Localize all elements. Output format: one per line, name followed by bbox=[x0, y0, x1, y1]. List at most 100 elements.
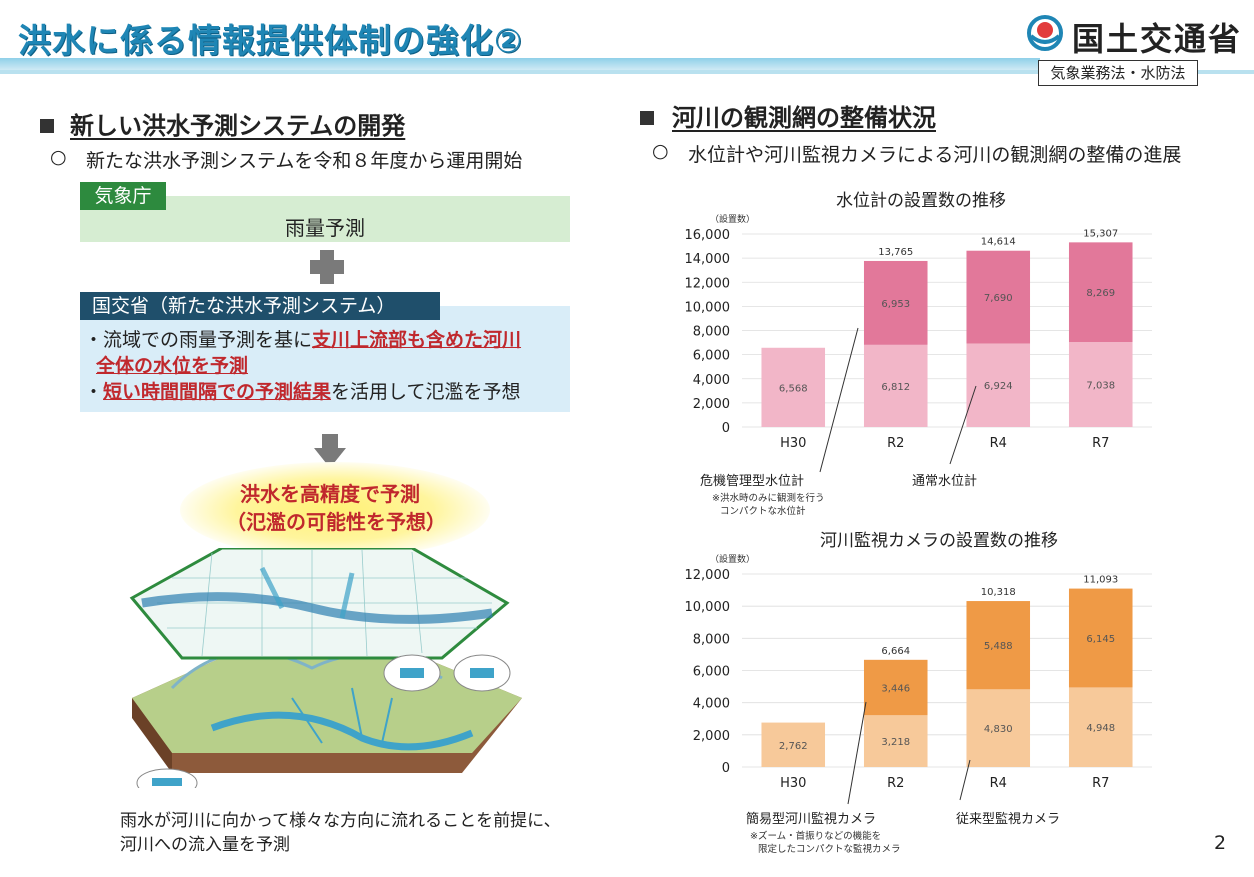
chart1-data-label: 8,269 bbox=[1086, 288, 1115, 299]
chart2-bar-R7-1 bbox=[1068, 588, 1133, 688]
chart2-ytick: 4,000 bbox=[693, 697, 730, 712]
mlit-panel bbox=[80, 306, 570, 412]
chart1-xtick: H30 bbox=[780, 436, 806, 451]
chart2-ytick: 0 bbox=[722, 761, 730, 776]
illustration-caption-line-2: 河川への流入量を予測 bbox=[120, 835, 290, 855]
chart1-annotation-right: 通常水位計 bbox=[912, 474, 978, 489]
chart2-data-label: 2,762 bbox=[779, 741, 808, 752]
chart1-total-label: 13,765 bbox=[878, 247, 913, 258]
plus-icon-bar bbox=[310, 260, 344, 274]
chart1-bar-H30-0 bbox=[761, 347, 826, 427]
chart1-data-label: 7,690 bbox=[984, 293, 1013, 304]
chart2-ytick: 2,000 bbox=[693, 729, 730, 744]
chart2-data-label: 5,488 bbox=[984, 641, 1013, 652]
mlit-line-3-prefix: ・ bbox=[84, 381, 104, 403]
chart1-data-label: 6,812 bbox=[881, 382, 910, 393]
chart1-total-label: 15,307 bbox=[1083, 228, 1118, 239]
chart1-bar-R2-0 bbox=[863, 344, 928, 427]
page-number: 2 bbox=[1214, 832, 1227, 854]
chart1-bar-R7-1 bbox=[1068, 242, 1133, 343]
chart2-total-label: 11,093 bbox=[1083, 575, 1118, 586]
chart1-data-label: 6,568 bbox=[779, 383, 808, 394]
chart2-ytick: 8,000 bbox=[693, 632, 730, 647]
chart2-bar-R2-1 bbox=[863, 659, 928, 716]
chart1-xtick: R4 bbox=[990, 436, 1007, 451]
page-title: 洪水に係る情報提供体制の強化② bbox=[18, 21, 523, 60]
result-highlight bbox=[180, 462, 490, 558]
jma-label: 気象庁 bbox=[80, 182, 166, 210]
mlit-line-2-emphasis: 全体の水位を予測 bbox=[96, 355, 249, 377]
chart2-note-2: 限定したコンパクトな監視カメラ bbox=[758, 844, 901, 855]
chart2-bar-R7-0 bbox=[1068, 687, 1133, 767]
chart2-bar-H30-0 bbox=[761, 722, 826, 767]
chart1-bar-R4-1 bbox=[966, 250, 1031, 344]
mlit-logo-icon bbox=[1027, 15, 1063, 51]
illustration-caption-line-1: 雨水が河川に向かって様々な方向に流れることを前提に、 bbox=[120, 811, 561, 831]
left-section-title: 新しい洪水予測システムの開発 bbox=[70, 112, 406, 140]
section-bullet-square bbox=[40, 119, 54, 133]
chart2-total-label: 10,318 bbox=[981, 587, 1016, 598]
mlit-line-1: ・流域での雨量予測を基に支川上流部も含めた河川 bbox=[84, 326, 521, 354]
mlit-line-3-emphasis: 短い時間間隔での予測結果 bbox=[103, 381, 332, 403]
right-subtitle: 水位計や河川監視カメラによる河川の観測網の整備の進展 bbox=[688, 144, 1182, 166]
chart1-ylabel: （設置数） bbox=[710, 213, 755, 225]
chart2-annotation-right: 従来型監視カメラ bbox=[956, 812, 1061, 827]
chart2-xtick: R2 bbox=[887, 776, 904, 791]
chart1-xtick: R7 bbox=[1092, 436, 1109, 451]
left-circle-bullet: ○ bbox=[50, 146, 67, 168]
chart2-data-label: 4,830 bbox=[984, 724, 1013, 735]
title-band bbox=[0, 58, 1040, 70]
chart2-data-label: 6,145 bbox=[1086, 634, 1115, 645]
chart1-data-label: 6,924 bbox=[984, 381, 1013, 392]
chart2-data-label: 3,218 bbox=[881, 737, 910, 748]
chart1-bar-R7-0 bbox=[1068, 342, 1133, 427]
chart1-bar-R4-0 bbox=[966, 343, 1031, 427]
right-section-title: 河川の観測網の整備状況 bbox=[672, 104, 936, 132]
chart1-ytick: 8,000 bbox=[693, 325, 730, 340]
chart2-note-1: ※ズーム・首振りなどの機能を bbox=[750, 831, 882, 842]
chart2-xtick: R7 bbox=[1092, 776, 1109, 791]
chart1-note-1: ※洪水時のみに観測を行う bbox=[712, 493, 825, 504]
chart1-ytick: 0 bbox=[722, 421, 730, 436]
chart2-ylabel: （設置数） bbox=[710, 553, 755, 565]
water-level-gauge-chart: （設置数） 0 2,000 4,000 6,000 8,000 10,000 12,000 14… bbox=[685, 213, 1152, 451]
chart2-data-label: 4,948 bbox=[1086, 723, 1115, 734]
chart1-ytick: 16,000 bbox=[685, 228, 731, 243]
chart2-ytick: 10,000 bbox=[685, 600, 731, 615]
law-label: 気象業務法・水防法 bbox=[1038, 60, 1198, 86]
section-bullet-square bbox=[640, 111, 654, 125]
chart2-data-label: 3,446 bbox=[881, 684, 910, 695]
mlit-line-3-suffix: を活用して氾濫を予想 bbox=[331, 381, 521, 403]
mlit-line-1-prefix: ・流域での雨量予測を基に bbox=[84, 329, 313, 351]
chart1-annotation-lines bbox=[819, 327, 977, 473]
river-camera-chart: （設置数） 0 2,000 4,000 6,000 8,000 10,000 12,000 2,… bbox=[685, 553, 1152, 791]
chart1-bar-R2-1 bbox=[863, 260, 928, 345]
chart1-note-2: コンパクトな水位計 bbox=[720, 506, 806, 517]
left-subtitle: 新たな洪水予測システムを令和８年度から運用開始 bbox=[86, 150, 523, 172]
chart2-bar-R2-0 bbox=[863, 715, 928, 767]
chart2-xtick: R4 bbox=[990, 776, 1007, 791]
chart2-ytick: 12,000 bbox=[685, 568, 731, 583]
mlit-label: 国交省（新たな洪水予測システム） bbox=[80, 292, 440, 320]
chart1-data-label: 6,953 bbox=[881, 299, 910, 310]
chart1-ytick: 10,000 bbox=[685, 300, 731, 315]
chart2-bar-R4-1 bbox=[966, 601, 1031, 690]
chart2-bar-R4-0 bbox=[966, 689, 1031, 767]
mlit-line-3: ・短い時間間隔での予測結果を活用して氾濫を予想 bbox=[84, 378, 520, 406]
chart1-ytick: 4,000 bbox=[693, 373, 730, 388]
chart1-ytick: 2,000 bbox=[693, 397, 730, 412]
chart2-total-label: 6,664 bbox=[881, 646, 910, 657]
chart2-xtick: H30 bbox=[780, 776, 806, 791]
right-circle-bullet: ○ bbox=[652, 140, 669, 162]
chart1-ytick: 6,000 bbox=[693, 349, 730, 364]
chart1-annotation-left: 危機管理型水位計 bbox=[700, 474, 805, 489]
chart1-xtick: R2 bbox=[887, 436, 904, 451]
chart1-total-label: 14,614 bbox=[981, 237, 1016, 248]
flood-model-illustration bbox=[129, 548, 522, 788]
chart1-ytick: 12,000 bbox=[685, 276, 731, 291]
mlit-line-2: 全体の水位を予測 bbox=[96, 352, 248, 380]
chart1-ytick: 14,000 bbox=[685, 252, 731, 267]
chart1-title: 水位計の設置数の推移 bbox=[836, 191, 1006, 211]
chart2-annotation-lines bbox=[847, 701, 971, 805]
chart2-annotation-left: 簡易型河川監視カメラ bbox=[746, 812, 877, 827]
